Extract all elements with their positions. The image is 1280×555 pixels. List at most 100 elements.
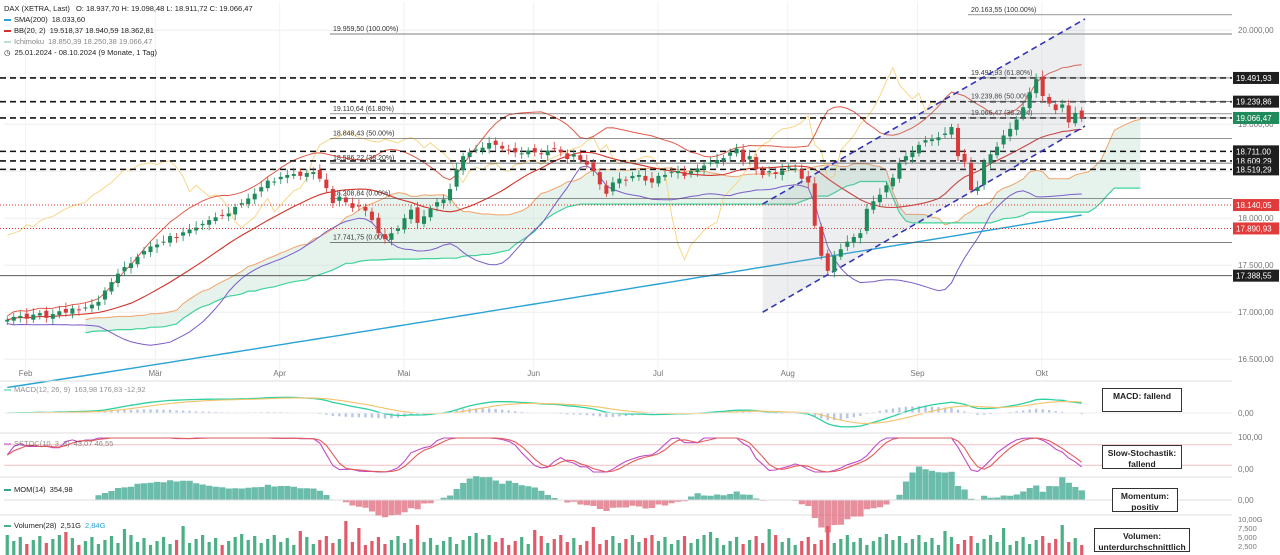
candle-body xyxy=(1060,104,1065,108)
macd-box-label: MACD: fallend xyxy=(1112,391,1172,401)
momentum-bar xyxy=(1039,491,1046,500)
candle-body xyxy=(422,216,427,224)
momentum-bar xyxy=(225,488,232,500)
legend-sma: SMA(200) 18.033,60 xyxy=(4,14,89,25)
vol-box: Volumen: unterdurchschnittlich xyxy=(1094,528,1190,552)
candle-body xyxy=(44,310,49,318)
volume-bar xyxy=(884,534,888,555)
volume-bar xyxy=(207,542,211,555)
candle-body xyxy=(402,218,407,230)
x-tick-label: Mär xyxy=(148,369,162,378)
momentum-bar xyxy=(114,488,122,500)
volume-bar xyxy=(1015,541,1019,555)
momentum-bar xyxy=(141,483,148,500)
volume-bar xyxy=(148,545,153,555)
candle-body xyxy=(233,206,238,215)
volume-bar xyxy=(38,536,42,555)
price-tag xyxy=(1233,145,1279,158)
volume-bar xyxy=(637,542,641,555)
candle-body xyxy=(285,174,290,178)
price-tag xyxy=(1233,222,1279,235)
volume-bar xyxy=(344,521,348,555)
volume-bar xyxy=(324,536,328,555)
momentum-bar xyxy=(603,500,610,511)
momentum-bar xyxy=(811,500,818,518)
candle-body xyxy=(415,207,420,223)
momentum-bar xyxy=(941,472,949,500)
volume-bar xyxy=(266,539,270,555)
momentum-bar xyxy=(590,500,597,506)
volume-bar xyxy=(1028,544,1032,555)
candle-body xyxy=(200,223,205,226)
macd-histogram-bar xyxy=(155,409,159,413)
candle-body xyxy=(31,314,36,320)
momentum-bar xyxy=(968,498,975,500)
momentum-bar xyxy=(460,483,467,500)
candle-body xyxy=(897,162,902,179)
price-tag-label: 19.239,86 xyxy=(1236,98,1272,107)
volume-bar xyxy=(70,538,74,555)
macd-histogram-bar xyxy=(1061,411,1064,413)
momentum-bar xyxy=(414,500,421,510)
bb-lower xyxy=(7,165,1082,346)
momentum-bar xyxy=(167,480,174,500)
volume-bar xyxy=(448,537,452,555)
macd-histogram-bar xyxy=(364,413,367,418)
candle-body xyxy=(109,282,114,292)
candle-body xyxy=(741,149,746,162)
volume-bar xyxy=(513,541,517,555)
candle-body xyxy=(812,183,817,226)
fib-label: 18.586,22 (38.20%) xyxy=(333,155,395,162)
macd-histogram-bar xyxy=(357,413,361,418)
candle-body xyxy=(1008,128,1013,137)
volume-bar xyxy=(18,537,22,555)
momentum-bar xyxy=(1020,491,1027,500)
momentum-bar xyxy=(629,500,636,506)
volume-bar xyxy=(761,543,765,555)
candle-body xyxy=(226,213,231,217)
momentum-bar xyxy=(303,488,311,500)
momentum-bar xyxy=(928,470,936,500)
candle-body xyxy=(122,267,127,272)
ichimoku-cloud xyxy=(85,117,1141,333)
volume-bar xyxy=(246,540,250,555)
volume-bar xyxy=(949,537,954,555)
momentum-bar xyxy=(1046,486,1053,500)
volume-bar xyxy=(389,540,394,555)
momentum-bar xyxy=(740,494,747,500)
volume-bar xyxy=(474,533,478,555)
momentum-bar xyxy=(342,500,350,503)
volume-bar xyxy=(891,540,895,555)
candle-body xyxy=(916,144,921,154)
candle-body xyxy=(96,301,101,306)
momentum-bar xyxy=(251,487,258,500)
candle-body xyxy=(141,251,147,255)
volume-bar xyxy=(194,539,198,555)
momentum-bar xyxy=(284,486,291,500)
channel-upper xyxy=(762,18,1086,205)
momentum-bar xyxy=(271,486,278,500)
momentum-bar xyxy=(277,486,284,500)
volume-bar xyxy=(305,537,309,555)
price-tag xyxy=(1233,199,1279,212)
momentum-bar xyxy=(596,500,604,509)
volume-bar xyxy=(468,536,472,555)
y-tick-label: 19.000,00 xyxy=(1238,120,1274,129)
macd-histogram-bar xyxy=(833,413,836,421)
momentum-bar xyxy=(101,493,109,500)
candle-body xyxy=(793,168,798,170)
macd-histogram-bar xyxy=(494,408,497,413)
volume-bar xyxy=(774,535,778,555)
candle-body xyxy=(363,206,368,211)
volume-bar xyxy=(350,542,354,555)
momentum-bar xyxy=(994,497,1001,500)
macd-histogram-bar xyxy=(383,413,387,419)
volume-bar xyxy=(461,540,465,555)
candle-body xyxy=(181,232,186,236)
volume-bar xyxy=(64,532,68,555)
x-tick-label: Jun xyxy=(527,369,540,378)
candle-body xyxy=(884,185,889,193)
ichimoku-span-b xyxy=(85,180,1141,334)
y-tick-label: 18.000,00 xyxy=(1238,214,1274,223)
price-tag xyxy=(1233,95,1279,108)
